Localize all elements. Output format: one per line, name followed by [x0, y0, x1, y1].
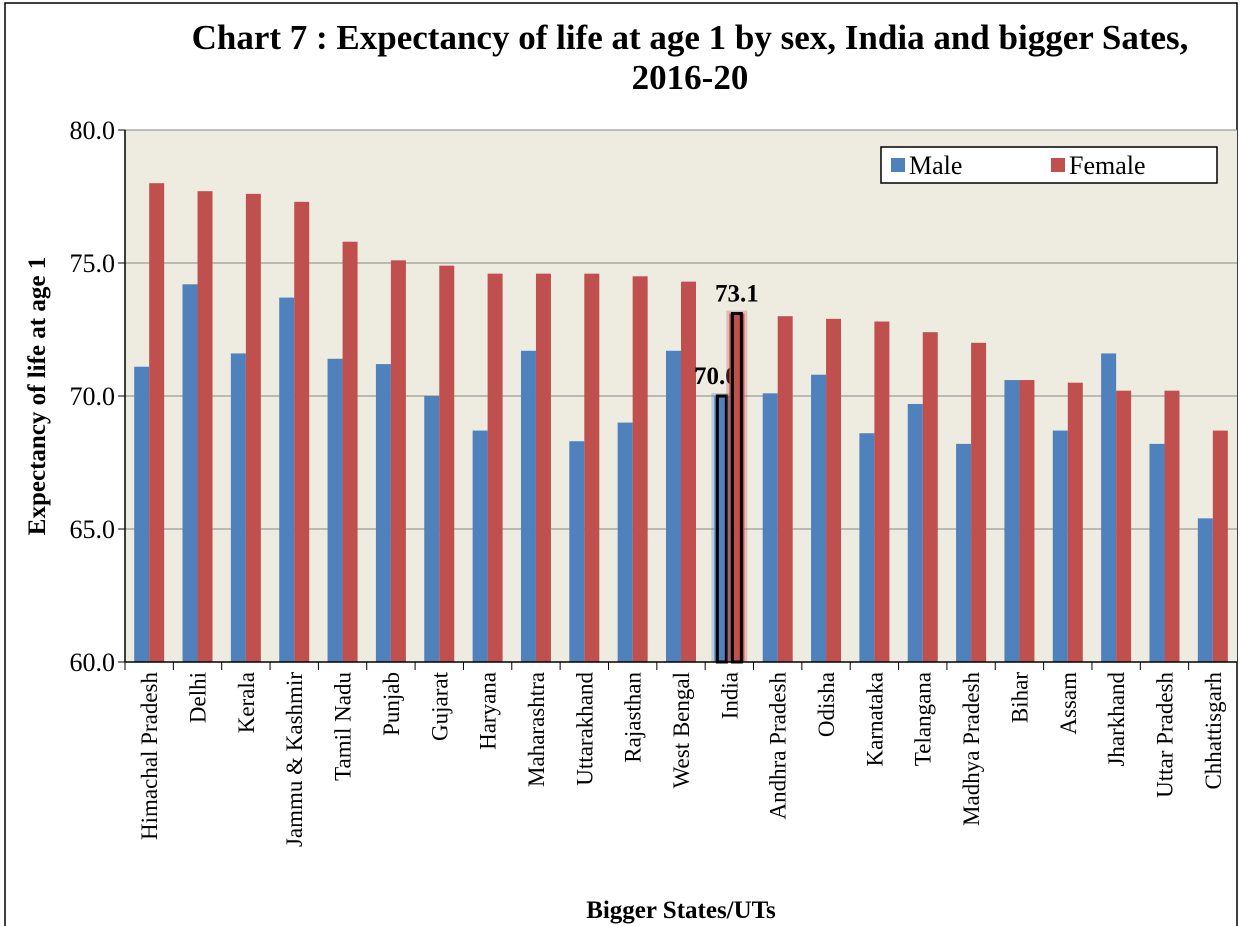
bar: [487, 273, 503, 662]
x-tick-label: Uttar Pradesh: [1152, 672, 1177, 798]
bar: [1004, 380, 1020, 662]
chart-title: Chart 7 : Expectancy of life at age 1 by…: [191, 18, 1189, 97]
bar: [294, 201, 310, 662]
bar: [874, 321, 890, 662]
x-tick-label: Himachal Pradesh: [137, 672, 162, 840]
bar: [197, 191, 213, 662]
x-tick-label: Gujarat: [427, 671, 452, 741]
bar: [472, 430, 488, 662]
x-tick-label: West Bengal: [669, 672, 694, 788]
bar: [1052, 430, 1068, 662]
bar: [149, 183, 165, 662]
bar: [1197, 518, 1213, 662]
y-tick-label: 60.0: [70, 648, 116, 677]
x-tick-label: India: [717, 672, 742, 719]
bar: [859, 433, 875, 662]
bar: [971, 342, 987, 662]
bar: [584, 273, 600, 662]
bar: [424, 396, 440, 662]
bar: [535, 273, 551, 662]
bar: [1164, 390, 1180, 662]
x-tick-label: Kerala: [234, 672, 259, 733]
bar: [327, 358, 343, 662]
legend-label: Female: [1069, 151, 1146, 180]
x-tick-label: Rajasthan: [621, 672, 646, 763]
bar: [632, 276, 648, 662]
x-tick-label: Telangana: [911, 672, 936, 766]
bar: [666, 350, 681, 662]
bar: [520, 350, 536, 662]
y-tick-label: 70.0: [70, 382, 116, 411]
x-tick-label: Uttarakhand: [572, 672, 597, 786]
bar: [681, 281, 696, 662]
bar: [245, 193, 261, 662]
y-axis-label: Expectancy of life at age 1: [24, 257, 51, 535]
bar: [777, 316, 793, 662]
x-tick-label: Assam: [1056, 672, 1081, 735]
bar: [907, 403, 923, 662]
bar: [182, 284, 198, 662]
x-tick-label: Jharkhand: [1104, 672, 1129, 767]
x-tick-label: Delhi: [186, 672, 211, 723]
bar: [342, 241, 358, 662]
data-label: 73.1: [715, 281, 759, 308]
bar: [1101, 353, 1117, 662]
x-tick-label: Punjab: [379, 672, 404, 736]
x-tick-label: Maharashtra: [524, 672, 549, 787]
bar: [230, 353, 246, 662]
bar: [826, 318, 842, 662]
x-tick-label: Bihar: [1007, 672, 1032, 723]
x-tick-label: Jammu & Kashmir: [282, 672, 307, 847]
bar: [811, 374, 827, 662]
bar: [1149, 443, 1165, 662]
bar: [1019, 380, 1035, 662]
legend: Male Female: [880, 146, 1218, 184]
bar: [134, 366, 150, 662]
bar: [1116, 390, 1132, 662]
y-tick-label: 75.0: [70, 249, 116, 278]
bar: [1212, 430, 1228, 662]
x-axis-label: Bigger States/UTs: [586, 897, 776, 924]
legend-label: Male: [909, 151, 962, 180]
bar: [762, 393, 778, 662]
x-tick-label: Tamil Nadu: [331, 672, 356, 781]
x-tick-label: Chhattisgarh: [1201, 672, 1226, 790]
bar: [390, 260, 406, 662]
x-tick-label: Madhya Pradesh: [959, 672, 984, 826]
bar: [922, 332, 938, 662]
legend-swatch: [891, 158, 905, 172]
bar: [956, 443, 972, 662]
bar: [439, 265, 455, 662]
y-tick-label: 65.0: [70, 515, 116, 544]
x-tick-label: Andhra Pradesh: [766, 672, 791, 820]
bar: [279, 297, 295, 662]
x-tick-label: Odisha: [814, 672, 839, 737]
y-tick-label: 80.0: [70, 116, 116, 145]
x-tick-label: Haryana: [476, 672, 501, 750]
bar: [569, 441, 585, 662]
x-tick-label: Karnataka: [862, 672, 887, 767]
bar: [375, 364, 391, 662]
bar: [617, 422, 633, 662]
legend-swatch: [1051, 158, 1065, 172]
bar: [1067, 382, 1083, 662]
legend-box: [880, 146, 1218, 184]
